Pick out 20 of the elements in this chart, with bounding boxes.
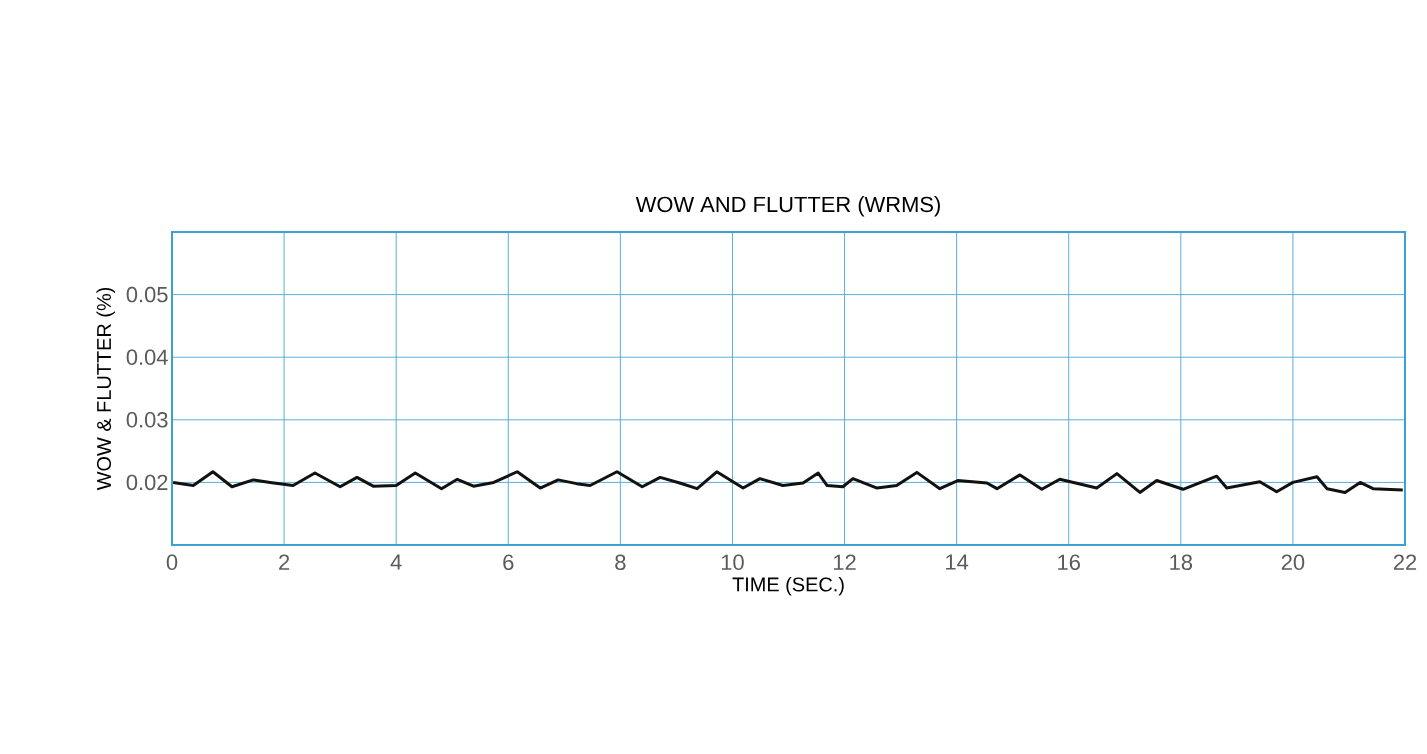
x-tick-label: 14 [946,554,969,570]
x-tick-label: 0 [166,554,178,571]
x-tick-label: 18 [1170,554,1193,571]
line-series [172,470,1405,494]
y-axis-title: WOW & FLUTTER (%) [96,287,115,491]
y-tick-label: 0.04 [126,349,168,365]
x-tick-label: 2 [279,554,290,570]
y-tick-label: 0.02 [126,474,168,491]
x-tick-label: 4 [390,554,402,570]
x-axis-title: TIME (SEC.) [732,576,844,596]
x-tick-label: 6 [503,554,514,571]
x-tick-label: 22 [1393,554,1417,570]
x-tick-label: 8 [615,554,626,571]
x-tick-label: 20 [1281,554,1305,571]
chart-title: WOW AND FLUTTER (WRMS) [635,196,940,217]
x-tick-label: 10 [721,554,744,571]
x-tick-label: 12 [834,554,856,570]
x-tick-label: 16 [1058,554,1080,571]
y-tick-label: 0.05 [126,286,168,303]
y-tick-label: 0.03 [126,412,168,428]
